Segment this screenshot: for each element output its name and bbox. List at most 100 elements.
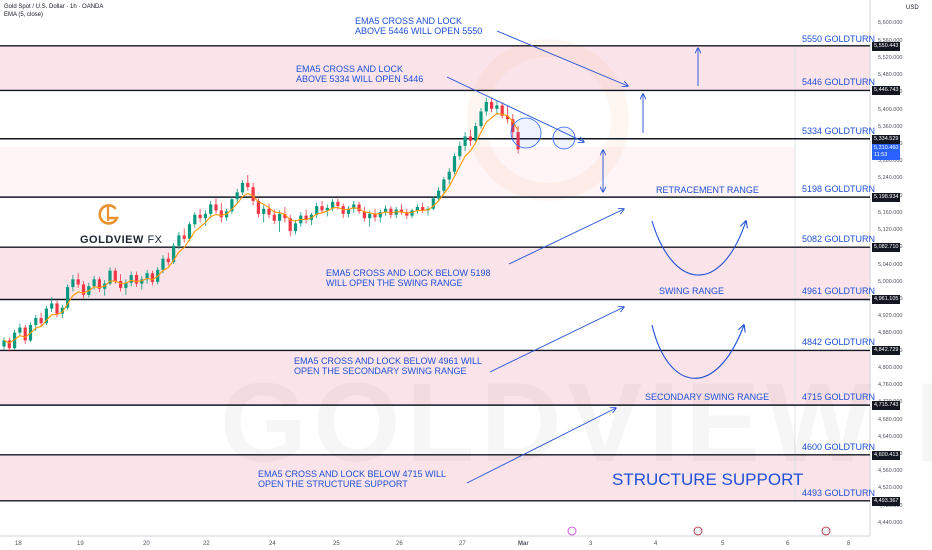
goldturn-label-4: 5082 GOLDTURN [802,234,876,245]
candle-body-11 [60,307,64,314]
candle-body-15 [81,284,86,295]
arrow-to-swing [489,307,624,373]
price-tick-label: 5,520.000 [878,54,903,61]
candle-body-54 [288,218,292,232]
candle-body-61 [325,207,329,211]
candle-body-95 [505,115,510,120]
time-tick-label: 20 [143,541,150,547]
candle-body-77 [410,210,414,216]
zone-secondary-swing [0,350,870,406]
goldturn-label-2: 5334 GOLDTURN [802,125,876,136]
annotation-above-5446: EMA5 CROSS AND LOCK ABOVE 5446 WILL OPEN… [355,16,483,36]
ema5-line [3,113,519,344]
goldturn-label-3: 5198 GOLDTURN [802,184,876,195]
goldturn-label-7: 4715 GOLDTURN [802,392,876,403]
price-tick-label: 4,640.000 [878,433,903,440]
candle-body-38 [203,213,207,219]
candle-body-47 [251,187,255,201]
indicator-legend[interactable]: EMA (5, close) [4,12,44,18]
candle-body-27 [145,273,149,280]
candle-body-86 [458,145,462,157]
candle-body-33 [177,235,181,246]
event-us-flag-icon [693,526,703,536]
time-tick-label: 8 [847,541,851,547]
goldturn-label-9: 4493 GOLDTURN [802,487,876,498]
candle-body-87 [463,136,467,146]
candle-body-1 [7,340,11,349]
candle-body-78 [415,206,419,211]
candle-body-7 [39,318,43,324]
level-price-tag-0: 5,550.443 [872,41,901,51]
candle-body-48 [256,200,260,214]
candle-body-26 [140,279,144,284]
candle-body-13 [71,279,75,288]
candle-body-2 [13,332,17,349]
candle-body-93 [495,105,499,109]
zone-label-retracement: RETRACEMENT RANGE [656,185,759,195]
candle-body-6 [34,318,38,325]
zone-structure-support [0,454,870,501]
candle-body-60 [320,206,324,211]
level-price-tag-5: 4,961.105 [872,295,901,305]
price-tick-label: 5,120.000 [878,227,903,234]
secondary-swing-curve [651,325,744,379]
candle-body-68 [362,211,366,219]
candle-body-76 [405,212,409,216]
candle-body-69 [368,213,372,219]
candle-body-35 [187,224,192,239]
candle-body-23 [124,282,128,288]
goldturn-label-8: 4600 GOLDTURN [802,441,876,452]
candle-body-66 [352,204,356,209]
time-tick-label: 26 [396,541,403,547]
candle-body-43 [230,199,234,212]
zone-swing [0,247,870,300]
arrow-to-retracement [508,209,624,265]
candle-body-90 [479,111,483,127]
pivot-circle-right [552,126,576,150]
price-tick-label: 5,280.000 [878,158,903,165]
price-tick-label: 5,480.000 [878,72,903,79]
price-tick-label: 4,800.000 [878,364,903,371]
zone-label-secondary-swing: SECONDARY SWING RANGE [645,392,770,402]
candle-body-89 [474,126,478,141]
arrow-to-5446 [446,76,584,142]
candle-body-73 [389,208,393,215]
candle-body-57 [304,215,308,220]
candle-body-0 [2,340,6,347]
candle-body-22 [119,281,123,288]
time-tick-label: 18 [15,541,22,547]
candle-body-21 [113,270,117,282]
candle-body-49 [262,208,266,214]
pivot-circle-left [510,117,542,149]
price-tick-label: 5,360.000 [878,123,903,130]
currency-label: USD [906,5,919,11]
candle-body-94 [500,105,504,116]
event-us-flag-icon-2 [821,526,831,536]
price-tick-label: 5,040.000 [878,261,903,268]
candle-body-81 [431,198,435,209]
logo-suffix: FX [147,234,163,246]
bar-countdown: 11:53 [874,152,888,159]
candle-body-45 [240,182,245,193]
goldturn-label-5: 4961 GOLDTURN [802,286,876,297]
arrow-to-5550 [496,30,628,86]
time-tick-label: 3 [589,541,593,547]
candle-body-72 [384,208,388,213]
candle-body-85 [452,156,457,172]
candle-body-75 [399,209,404,213]
candle-body-82 [437,190,441,199]
level-price-tag-3: 5,198.934 [872,193,901,203]
level-price-tag-9: 4,493.367 [872,496,901,506]
price-tick-label: 5,600.000 [878,20,903,27]
price-tick-label: 4,560.000 [878,468,903,475]
candle-body-8 [44,308,48,324]
goldview-logo-text: GOLDVIEW FX [80,234,163,246]
event-lightning-icon [567,526,577,536]
time-tick-label: 24 [269,541,276,547]
watermark-ring [467,39,629,201]
price-tick-label: 4,920.000 [878,313,903,320]
level-price-tag-1: 5,446.743 [872,86,901,96]
level-price-tag-6: 4,842.729 [872,346,901,356]
